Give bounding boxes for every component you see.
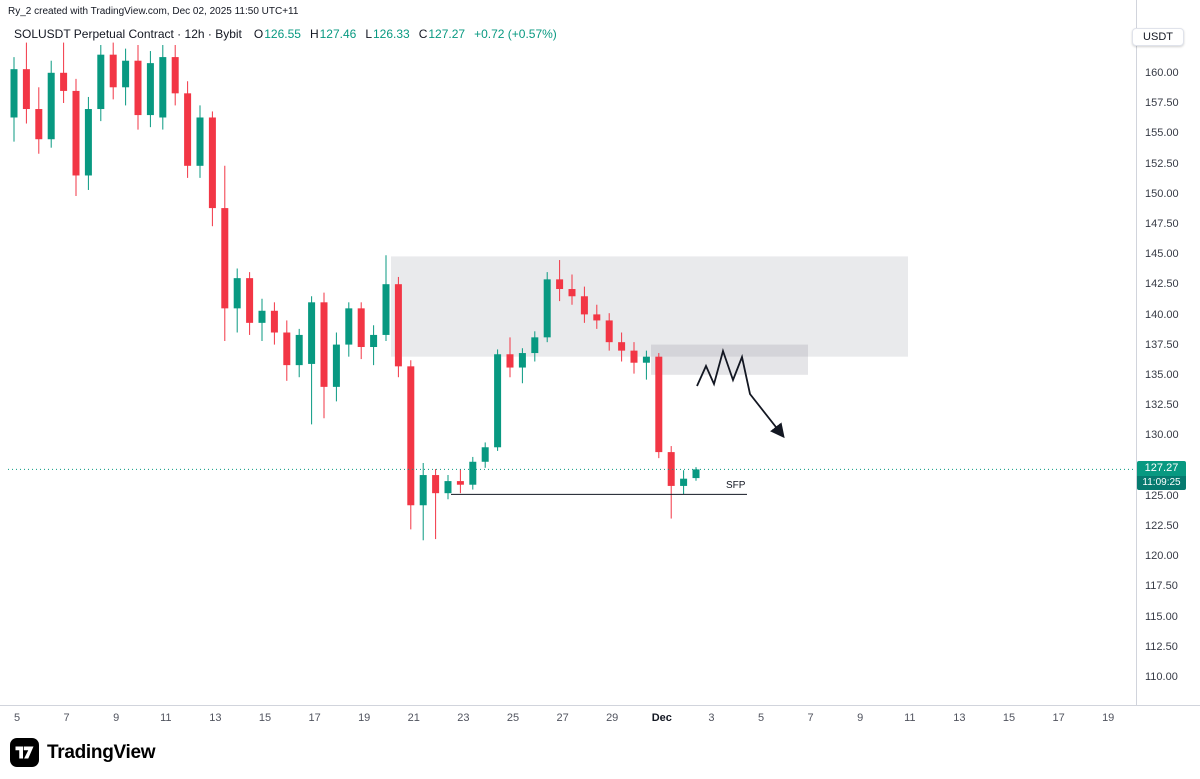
price-tick: 115.00	[1145, 610, 1178, 623]
open-label: O	[253, 27, 264, 41]
candlesticks	[10, 42, 700, 541]
chart-canvas[interactable]	[0, 0, 1136, 705]
price-tick: 122.50	[1145, 520, 1179, 532]
ohlc-values: O126.55 H127.46 L126.33 C127.27 +0.72 (+…	[254, 27, 557, 41]
high-value: 127.46	[319, 27, 357, 41]
price-tick: 112.50	[1145, 640, 1178, 653]
low-value: 126.33	[373, 27, 410, 41]
price-tick: 157.50	[1145, 97, 1179, 110]
time-tick: 13	[209, 712, 222, 724]
time-axis[interactable]: 5 7 9 11 13 15 17 19 21 23 25 27 29 Dec 3 5 7 9 11 13 15 17 19	[0, 705, 1200, 736]
price-tick: 137.50	[1145, 338, 1179, 351]
supply-zones[interactable]	[391, 256, 908, 375]
price-tick: 110.00	[1145, 671, 1178, 683]
last-price-badge: 127.27 11:09:25	[1137, 461, 1186, 491]
time-tick: 19	[358, 712, 371, 724]
price-tick: 145.00	[1145, 248, 1179, 261]
time-tick: 7	[63, 712, 70, 724]
time-tick: 9	[857, 712, 864, 724]
price-tick: 150.00	[1145, 187, 1179, 200]
time-tick: 25	[506, 712, 520, 724]
time-tick: 19	[1102, 712, 1115, 724]
time-tick: 3	[708, 712, 715, 724]
time-tick: 11	[904, 712, 916, 724]
price-tick: 160.00	[1145, 67, 1179, 79]
time-tick: 23	[457, 712, 470, 724]
low-label: L	[365, 27, 372, 41]
tradingview-logo-text: TradingView	[47, 741, 156, 763]
time-tick: 9	[113, 712, 120, 724]
price-tick: 152.50	[1145, 157, 1179, 170]
currency-toggle-button[interactable]: USDT	[1132, 28, 1184, 46]
time-tick: 11	[160, 712, 172, 724]
price-tick: 125.00	[1145, 489, 1179, 502]
price-tick: 135.00	[1145, 369, 1179, 381]
price-tick: 120.00	[1145, 550, 1179, 563]
ohlc-close: C127.27	[419, 27, 465, 41]
ohlc-open: O126.55	[254, 27, 301, 41]
time-tick: 17	[1052, 712, 1065, 724]
price-tick: 155.00	[1145, 127, 1179, 140]
symbol-title: SOLUSDT Perpetual Contract · 12h · Bybit	[14, 27, 242, 41]
drawing-annotations[interactable]	[8, 347, 1136, 495]
tradingview-logo[interactable]: TradingView	[10, 738, 156, 767]
price-tick: 130.00	[1145, 429, 1179, 442]
close-label: C	[418, 27, 428, 41]
high-label: H	[309, 27, 319, 41]
time-tick: 27	[556, 712, 569, 724]
ohlc-low: L126.33	[365, 27, 409, 41]
attribution-text: Ry_2 created with TradingView.com, Dec 0…	[8, 6, 299, 17]
time-tick: 17	[308, 712, 321, 724]
tradingview-logo-icon	[10, 738, 39, 767]
last-price-value: 127.27	[1137, 461, 1186, 477]
price-tick: 117.50	[1145, 580, 1178, 593]
time-tick: 15	[258, 712, 272, 724]
time-tick: 29	[606, 712, 619, 724]
price-tick: 142.50	[1145, 278, 1179, 291]
change-value: +0.72 (+0.57%)	[474, 27, 557, 41]
price-tick: 132.50	[1145, 399, 1179, 412]
price-tick: 140.00	[1145, 308, 1179, 321]
bar-countdown: 11:09:25	[1137, 476, 1186, 491]
time-tick: 5	[13, 712, 21, 724]
close-value: 127.27	[428, 27, 466, 41]
time-tick: 7	[807, 712, 814, 724]
sfp-annotation-label: SFP	[726, 480, 746, 492]
time-tick: 5	[757, 712, 765, 724]
open-value: 126.55	[264, 27, 301, 41]
ohlc-high: H127.46	[310, 27, 356, 41]
price-tick: 147.50	[1145, 218, 1179, 230]
time-tick: 21	[407, 712, 420, 724]
time-tick: 13	[953, 712, 966, 724]
symbol-header: SOLUSDT Perpetual Contract · 12h · Bybit…	[14, 27, 557, 41]
time-tick: Dec	[651, 712, 672, 724]
time-tick: 15	[1002, 712, 1016, 724]
price-axis[interactable]: 160.00 157.50 155.00 152.50 150.00 147.50 145.…	[1136, 0, 1200, 705]
